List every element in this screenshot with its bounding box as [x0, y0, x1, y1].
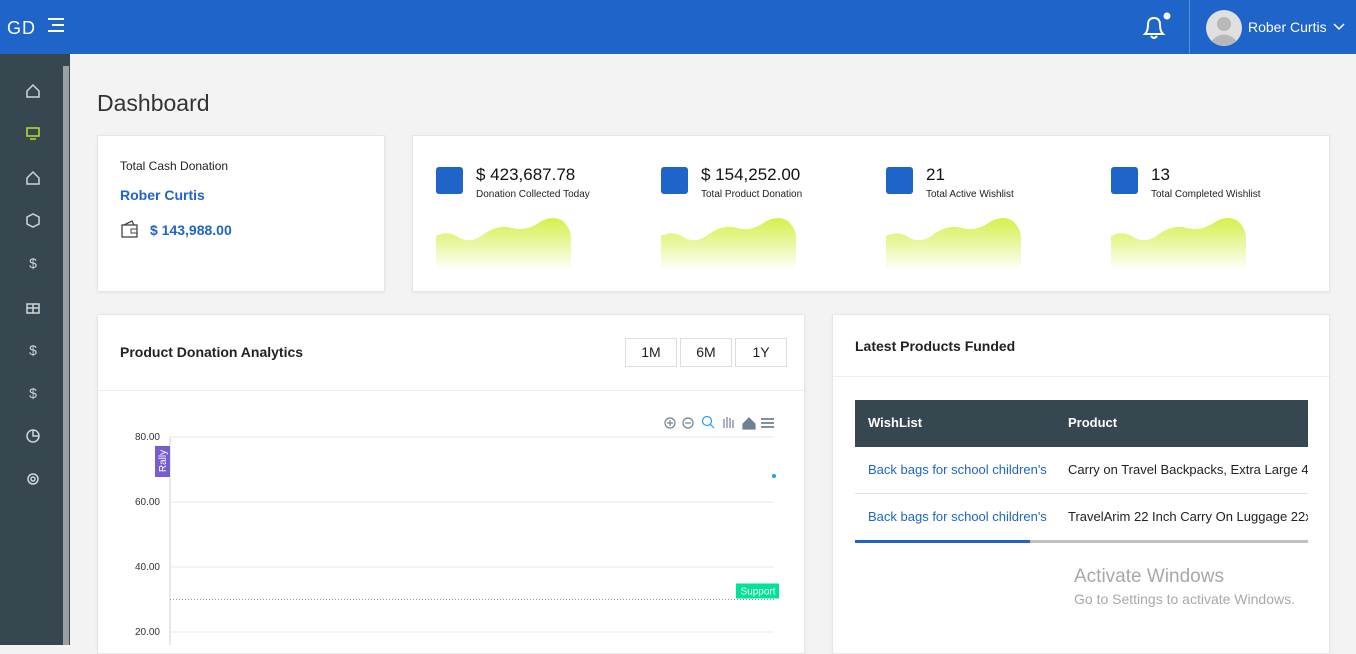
stat-label: Total Product Donation [701, 189, 803, 200]
scroll-thumb[interactable] [855, 540, 1030, 543]
range-button[interactable]: 1Y [735, 338, 787, 367]
divider [98, 390, 804, 391]
sparkline-area [436, 218, 571, 268]
stat-label: Total Active Wishlist [926, 189, 1014, 200]
sparkline [1111, 218, 1246, 268]
sparkline-area [1111, 218, 1246, 268]
reset-zoom[interactable] [742, 417, 756, 430]
table-row: Back bags for school children's TravelAr… [855, 494, 1308, 541]
wishlist-link[interactable]: Back bags for school children's [868, 462, 1047, 477]
stats-card: $ 423,687.78 Donation Collected Today $ 15… [412, 135, 1330, 292]
cash-card: Total Cash Donation Rober Curtis $ 143,9… [97, 135, 385, 292]
table-scrollbar[interactable] [855, 540, 1308, 543]
sparkline-area [661, 218, 796, 268]
logo[interactable]: GD [7, 18, 36, 38]
nav-home-2[interactable] [26, 170, 40, 185]
sparkline-area [886, 218, 1021, 268]
divider [833, 376, 1329, 377]
divider [1189, 0, 1190, 54]
latest-card: Latest Products Funded WishList Product … [832, 314, 1330, 654]
support-label-bg [736, 583, 779, 599]
zoom-in[interactable] [664, 417, 676, 429]
user-name[interactable]: Rober Curtis [1248, 19, 1327, 35]
table-header: WishList Product [855, 400, 1308, 447]
analytics-chart: 20.00 40.00 60.00 80.00 Support Rally [135, 415, 779, 645]
nav-products[interactable] [26, 213, 40, 228]
y-tick-label: 20.00 [135, 627, 160, 638]
cash-amount: $ 143,988.00 [150, 222, 232, 238]
stat-value: 13 [1151, 165, 1170, 184]
stat-icon [886, 167, 913, 194]
stat-label: Total Completed Wishlist [1151, 189, 1261, 200]
nav-dollar-3[interactable]: $ [29, 385, 37, 401]
user-menu-chevron[interactable] [1332, 22, 1346, 32]
page-title: Dashboard [97, 90, 210, 116]
pan[interactable] [723, 417, 734, 428]
watermark-title: Activate Windows [1074, 566, 1224, 587]
cash-title: Total Cash Donation [120, 159, 229, 173]
sparkline [661, 218, 796, 268]
sparkline [436, 218, 571, 268]
nav-home[interactable] [26, 83, 40, 98]
product-name: Carry on Travel Backpacks, Extra Large 4… [1068, 462, 1308, 477]
top-bar: GD Rober Curtis [0, 0, 1356, 54]
data-point [772, 474, 776, 478]
sidebar-icons: $ $ $ [26, 83, 40, 485]
sidebar: $ $ $ [0, 54, 70, 645]
y-tick-label: 40.00 [135, 562, 160, 573]
analytics-title: Product Donation Analytics [120, 344, 304, 360]
wishlist-link[interactable]: Back bags for school children's [868, 509, 1047, 524]
nav-dollar[interactable]: $ [29, 255, 37, 271]
stat-value: $ 423,687.78 [476, 165, 576, 184]
nav-dollar-2[interactable]: $ [29, 342, 37, 358]
nav-settings[interactable] [27, 473, 39, 485]
column-header: Product [1068, 415, 1118, 430]
column-header: WishList [868, 415, 923, 430]
y-tick-label: 80.00 [135, 432, 160, 443]
product-name: TravelArim 22 Inch Carry On Luggage 22x1… [1068, 509, 1308, 524]
stat-icon [661, 167, 688, 194]
zoom-select[interactable] [701, 415, 713, 427]
stat-label: Donation Collected Today [476, 189, 590, 200]
zoom-out[interactable] [682, 417, 694, 429]
support-label: Support [740, 587, 775, 598]
nav-dashboard[interactable] [26, 127, 40, 137]
y-tick-label: 60.00 [135, 497, 160, 508]
stat-value: $ 154,252.00 [701, 165, 801, 184]
rally-label-bg [155, 446, 170, 477]
scrollbar [63, 66, 69, 645]
wallet-icon [121, 220, 138, 238]
range-button[interactable]: 6M [680, 338, 732, 367]
stat-icon [1111, 167, 1138, 194]
notification-bell[interactable] [1140, 10, 1174, 42]
stat-value: 21 [926, 165, 945, 184]
range-button[interactable]: 1M [625, 338, 677, 367]
chart-menu[interactable] [761, 418, 774, 428]
chart-toolbar [664, 415, 774, 430]
avatar[interactable] [1206, 10, 1242, 46]
menu-toggle[interactable] [46, 17, 66, 33]
stat-icon [436, 167, 463, 194]
latest-title: Latest Products Funded [855, 338, 1016, 354]
rally-label: Rally [158, 450, 169, 472]
table-row: Back bags for school children's Carry on… [855, 447, 1308, 494]
donor-name[interactable]: Rober Curtis [120, 187, 205, 203]
sparkline [886, 218, 1021, 268]
watermark-subtitle: Go to Settings to activate Windows. [1074, 591, 1295, 607]
